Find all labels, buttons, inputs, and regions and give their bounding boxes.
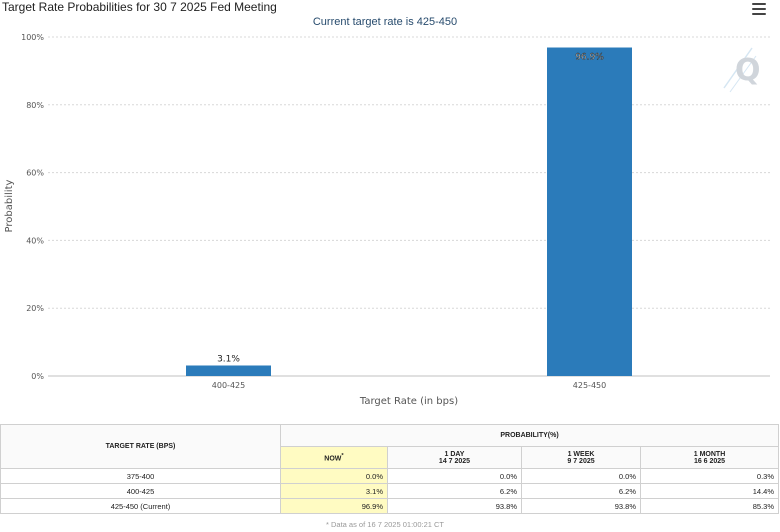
x-tick-label: 400-425 — [212, 381, 245, 390]
now-cell: 0.0% — [280, 468, 388, 484]
col-header-1-month: 1 MONTH 16 6 2025 — [639, 446, 780, 469]
month-cell: 85.3% — [639, 498, 780, 514]
q-logo-icon: Q — [723, 47, 761, 93]
table-row: 400-425 3.1% 6.2% 6.2% 14.4% — [0, 483, 780, 499]
month-cell: 0.3% — [639, 468, 780, 484]
week-cell: 93.8% — [521, 498, 641, 514]
now-cell: 96.9% — [280, 498, 388, 514]
svg-text:Q: Q — [735, 53, 761, 88]
col-header-1-day: 1 DAY 14 7 2025 — [387, 446, 522, 469]
col-header-now: NOW* — [280, 446, 388, 469]
x-tick-label: 425-450 — [573, 381, 606, 390]
chart-title: Target Rate Probabilities for 30 7 2025 … — [2, 0, 277, 14]
week-cell: 6.2% — [521, 483, 641, 499]
now-cell: 3.1% — [280, 483, 388, 499]
data-timestamp-footnote: * Data as of 16 7 2025 01:00:21 CT — [326, 520, 444, 529]
table-row: 375-400 0.0% 0.0% 0.0% 0.3% — [0, 468, 780, 484]
bar-425-450[interactable] — [547, 47, 632, 376]
week-cell: 0.0% — [521, 468, 641, 484]
data-label: 3.1% — [217, 354, 240, 364]
y-tick-label: 20% — [26, 304, 44, 313]
y-tick-label: 60% — [26, 169, 44, 178]
hamburger-menu-icon[interactable] — [752, 3, 766, 15]
y-tick-label: 40% — [26, 236, 44, 245]
day-cell: 93.8% — [387, 498, 522, 514]
day-cell: 6.2% — [387, 483, 522, 499]
y-tick-label: 100% — [21, 33, 44, 42]
probability-table: TARGET RATE (BPS) PROBABILITY(%) NOW* 1 … — [0, 424, 780, 514]
probability-header: PROBABILITY(%) — [279, 424, 780, 447]
col-header-1-week: 1 WEEK 9 7 2025 — [521, 446, 641, 469]
y-axis-title: Probability — [4, 179, 15, 232]
chart-subtitle: Current target rate is 425-450 — [312, 16, 458, 28]
day-cell: 0.0% — [387, 468, 522, 484]
bar-400-425[interactable] — [186, 365, 271, 376]
rate-cell: 400-425 — [0, 483, 281, 499]
rate-cell: 375-400 — [0, 468, 281, 484]
rate-cell: 425-450 (Current) — [0, 498, 281, 514]
target-rate-header: TARGET RATE (BPS) — [0, 424, 281, 469]
y-tick-label: 80% — [26, 101, 44, 110]
data-label: 96.9% — [575, 53, 604, 63]
x-axis-title: Target Rate (in bps) — [359, 396, 458, 407]
y-tick-label: 0% — [31, 372, 44, 381]
bar-chart: Q 0% 20% 40% 60% 80% 100% 3.1% 400-425 96.9% 425… — [4, 33, 770, 407]
month-cell: 14.4% — [639, 483, 780, 499]
table-row: 425-450 (Current) 96.9% 93.8% 93.8% 85.3… — [0, 498, 780, 514]
